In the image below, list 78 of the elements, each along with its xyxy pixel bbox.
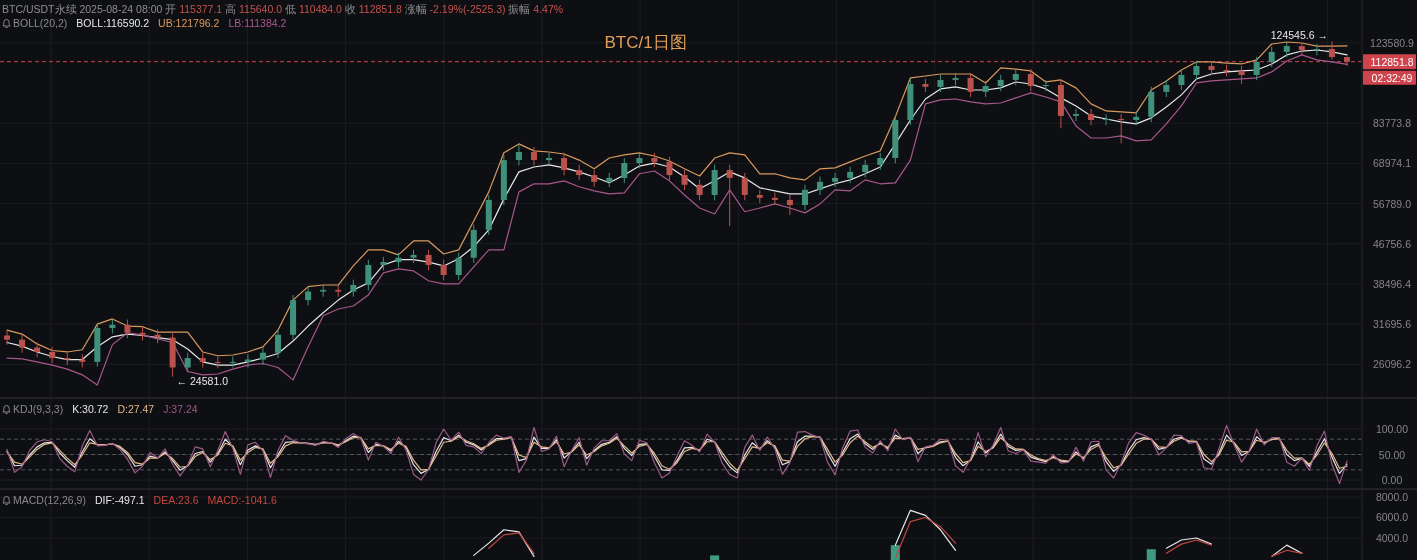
candlestick: [19, 334, 26, 354]
y-tick-label: 31695.6: [1373, 318, 1412, 331]
candlestick: [530, 146, 537, 166]
candlestick: [1313, 43, 1320, 56]
candlestick: [3, 330, 11, 346]
y-tick-label: 6000.0: [1375, 511, 1409, 524]
y-tick-label: 56789.0: [1373, 197, 1412, 210]
y-tick-label: 50.00: [1378, 448, 1406, 461]
candlestick: [1268, 46, 1275, 68]
candlestick: [214, 356, 221, 369]
candlestick: [1328, 40, 1335, 61]
candlestick: [275, 328, 282, 359]
candlestick: [1027, 68, 1034, 92]
y-tick-label: 100.00: [1375, 423, 1409, 436]
annotation: ← 24581.0: [176, 374, 229, 387]
text: DEA:23.6: [153, 494, 199, 506]
candlestick: [1178, 69, 1185, 91]
text: BOLL:116590.2: [76, 17, 150, 29]
candlestick: [1238, 65, 1245, 85]
candlestick: [967, 72, 974, 98]
candlestick: [229, 356, 236, 368]
y-tick-label: 46756.6: [1373, 237, 1412, 250]
text: BTC/1日图: [604, 33, 687, 52]
candlestick: [741, 172, 748, 201]
candlestick: [817, 176, 824, 196]
candlestick: [621, 157, 628, 184]
candlestick: [305, 286, 312, 306]
text: K:30.72: [72, 403, 109, 415]
y-tick-label: 38496.4: [1373, 277, 1412, 290]
candlestick: [440, 259, 447, 281]
candlestick: [832, 172, 839, 188]
legend-title: KDJ(9,3,3): [13, 403, 64, 415]
candlestick: [1088, 108, 1095, 126]
candlestick: [184, 352, 191, 373]
text: D:27.47: [117, 403, 155, 415]
candlestick: [801, 184, 808, 211]
candlestick: [455, 252, 462, 281]
text: DIF:-497.1: [94, 494, 145, 506]
candlestick: [847, 166, 854, 184]
candlestick: [546, 152, 553, 166]
candlestick: [771, 192, 778, 206]
y-tick-label: 26096.2: [1373, 358, 1412, 371]
candlestick: [1072, 108, 1079, 122]
text: 02:32:49: [1371, 71, 1413, 84]
candlestick: [515, 143, 522, 166]
text: UB:121796.2: [158, 17, 220, 29]
candlestick: [1223, 64, 1230, 77]
line-series: [6, 424, 1348, 485]
candlestick: [365, 259, 372, 291]
y-tick-label: 0.00: [1381, 474, 1403, 487]
candlestick: [681, 169, 688, 191]
candlestick: [1193, 60, 1200, 81]
text: LB:111384.2: [228, 17, 287, 29]
candlestick: [1103, 113, 1110, 126]
candlestick: [726, 164, 733, 227]
candlestick: [259, 347, 266, 366]
candlestick: [425, 249, 432, 271]
candlestick: [666, 156, 673, 181]
candlestick: [696, 179, 703, 201]
candlestick: [1042, 79, 1049, 92]
text: J:37.24: [163, 403, 198, 415]
candlestick: [1253, 56, 1260, 81]
text: BTC/USDT永续 2025-08-24 08:00 开 115377.1 高 115640.0 低 110484.0 收 112851.8 涨幅 -2.19%(-2525.3) 振幅 4.47%: [2, 3, 564, 15]
y-tick-label: 4000.0: [1375, 531, 1409, 544]
candlestick: [786, 194, 793, 216]
candlestick: [1118, 113, 1125, 144]
annotation: MACD:-1041.6: [207, 494, 278, 506]
y-tick-label: 68974.1: [1373, 157, 1412, 170]
y-tick-label: 8000.0: [1375, 490, 1409, 503]
legend-title: MACD(12,26,9): [13, 494, 86, 506]
candlestick: [561, 152, 568, 176]
candlestick: [124, 319, 131, 339]
candlestick: [576, 164, 583, 181]
y-tick-label: 123580.9: [1370, 36, 1415, 49]
legend-title: BOLL(20,2): [13, 17, 68, 29]
y-tick-label: 83773.8: [1373, 117, 1412, 130]
annotation: 124545.6 →: [1270, 29, 1328, 42]
ref-line-label: 112851.8: [1370, 55, 1414, 68]
